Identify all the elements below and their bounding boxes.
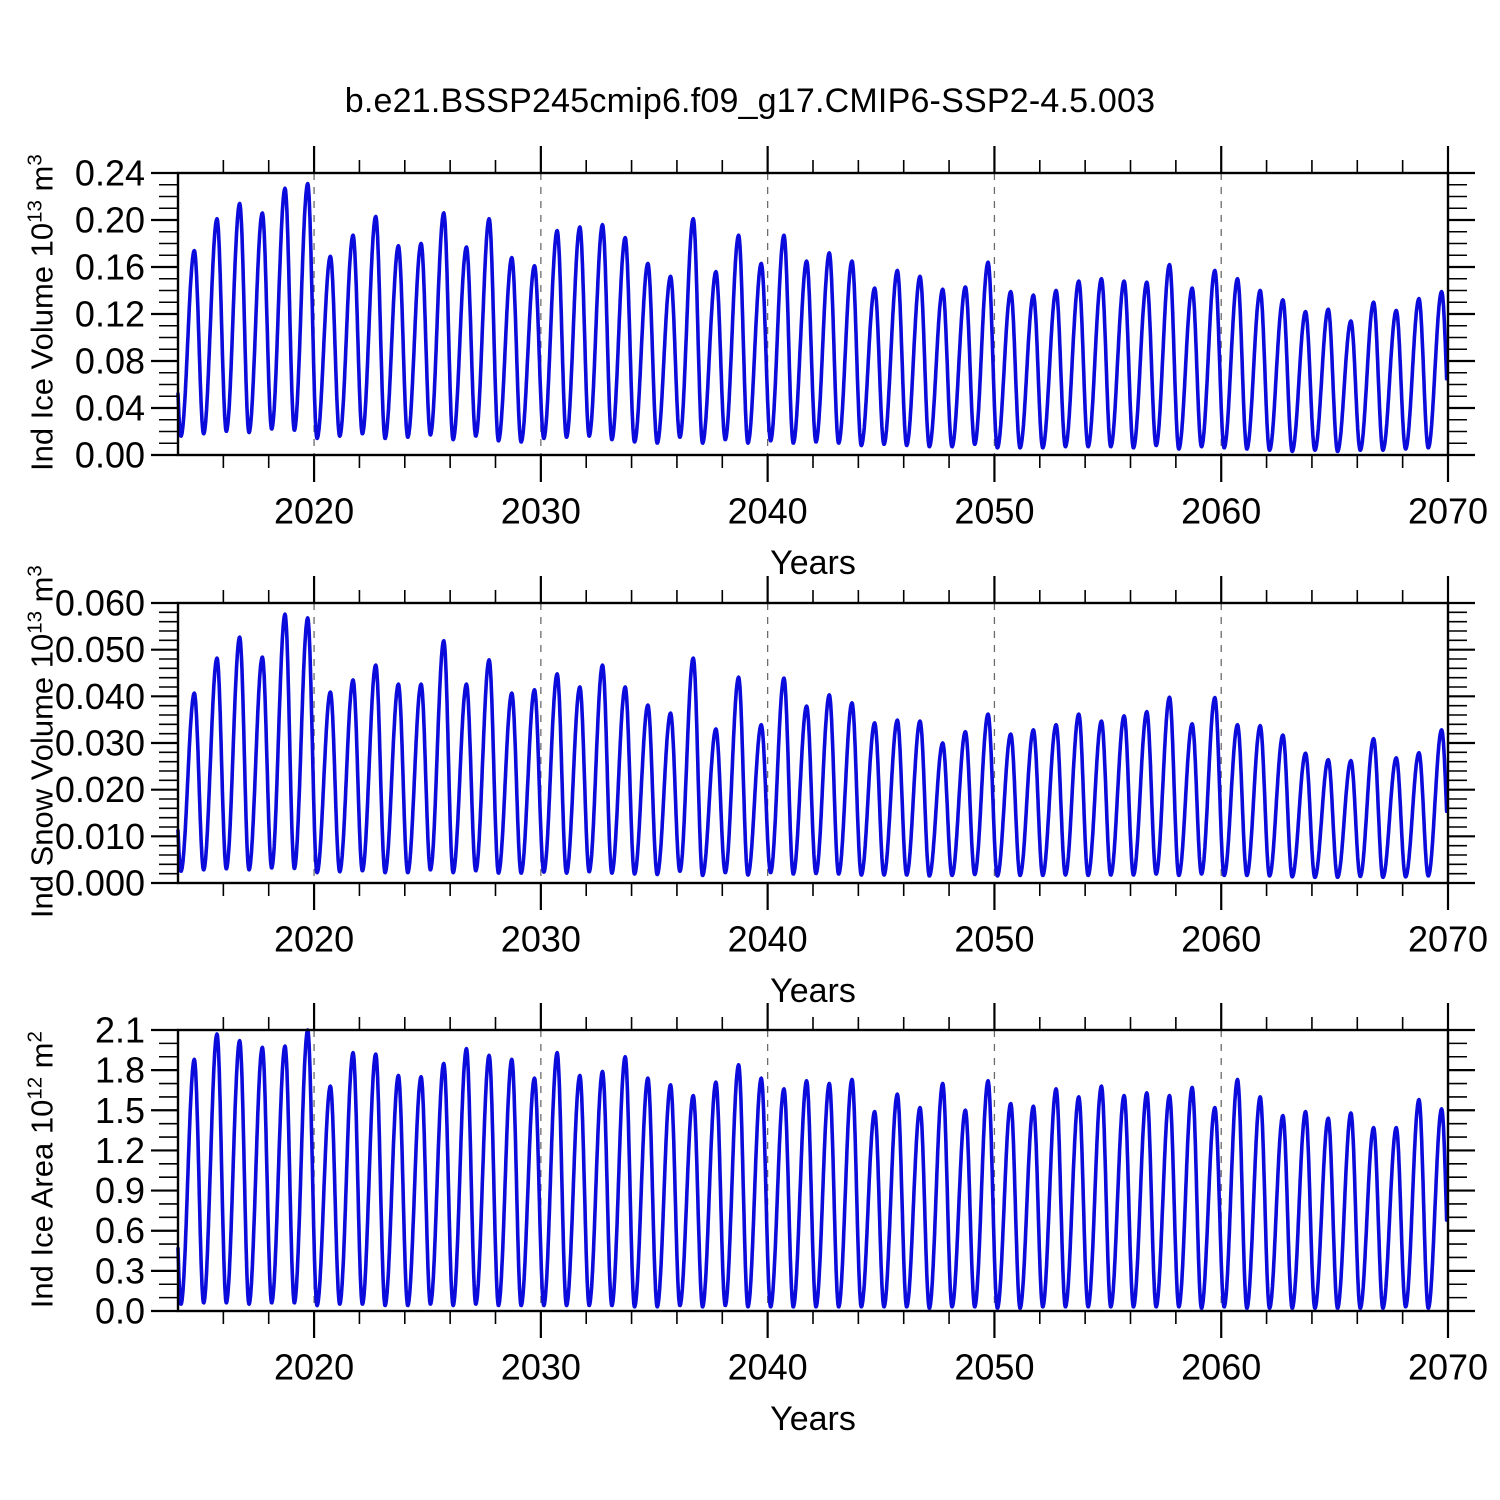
svg-text:1.2: 1.2 bbox=[95, 1130, 145, 1171]
ice-area-y-axis-label: Ind Ice Area 1012 m2 bbox=[23, 1031, 60, 1309]
svg-text:0.9: 0.9 bbox=[95, 1170, 145, 1211]
svg-text:2020: 2020 bbox=[274, 1347, 354, 1388]
svg-text:0.0: 0.0 bbox=[95, 1291, 145, 1332]
svg-text:0.020: 0.020 bbox=[55, 769, 145, 810]
svg-text:1.8: 1.8 bbox=[95, 1050, 145, 1091]
svg-text:2070: 2070 bbox=[1408, 919, 1488, 960]
svg-text:0.16: 0.16 bbox=[75, 247, 145, 288]
svg-text:0.010: 0.010 bbox=[55, 816, 145, 857]
exponent: 13 bbox=[23, 200, 47, 223]
svg-text:2060: 2060 bbox=[1181, 1347, 1261, 1388]
ind-snow-volume-series-line bbox=[176, 612, 1449, 880]
ind-ice-volume-panel: 0.00 0.04 0.08 0.12 0.16 0.20 0.24 2020 2030 2040… bbox=[75, 146, 1488, 532]
svg-text:2070: 2070 bbox=[1408, 491, 1488, 532]
svg-text:0.00: 0.00 bbox=[75, 435, 145, 476]
svg-text:0.04: 0.04 bbox=[75, 388, 145, 429]
exponent: 3 bbox=[23, 154, 47, 166]
svg-text:2030: 2030 bbox=[501, 1347, 581, 1388]
svg-text:0.050: 0.050 bbox=[55, 629, 145, 670]
exponent: 13 bbox=[23, 611, 47, 634]
svg-text:2020: 2020 bbox=[274, 491, 354, 532]
svg-text:0.08: 0.08 bbox=[75, 341, 145, 382]
svg-text:2060: 2060 bbox=[1181, 919, 1261, 960]
svg-text:2050: 2050 bbox=[954, 491, 1034, 532]
x-axis-label-years-panel3: Years bbox=[770, 1400, 856, 1438]
exponent: 2 bbox=[23, 1031, 47, 1043]
exponent: 3 bbox=[23, 565, 47, 577]
ind-ice-area-series-line bbox=[176, 1028, 1449, 1310]
axis-tick-labels: 0.00 0.04 0.08 0.12 0.16 0.20 0.24 2020 2030 2040… bbox=[75, 153, 1488, 532]
svg-text:2030: 2030 bbox=[501, 919, 581, 960]
ind-snow-volume-panel: 0.000 0.010 0.020 0.030 0.040 0.050 0.060 2020 2… bbox=[55, 576, 1488, 960]
svg-text:2.1: 2.1 bbox=[95, 1010, 145, 1051]
x-axis-label-years-panel1: Years bbox=[770, 544, 856, 582]
svg-text:2020: 2020 bbox=[274, 919, 354, 960]
svg-text:2040: 2040 bbox=[728, 1347, 808, 1388]
svg-text:0.12: 0.12 bbox=[75, 294, 145, 335]
svg-text:0.000: 0.000 bbox=[55, 863, 145, 904]
svg-text:1.5: 1.5 bbox=[95, 1090, 145, 1131]
axis-ticks bbox=[151, 146, 1475, 482]
svg-text:2040: 2040 bbox=[728, 491, 808, 532]
figure-title: b.e21.BSSP245cmip6.f09_g17.CMIP6-SSP2-4.… bbox=[344, 82, 1156, 120]
svg-text:0.6: 0.6 bbox=[95, 1210, 145, 1251]
axis-tick-labels: 0.00.30.60.91.21.51.82.1 2020 2030 2040 2050… bbox=[95, 1010, 1488, 1388]
svg-text:2050: 2050 bbox=[954, 1347, 1034, 1388]
svg-text:0.3: 0.3 bbox=[95, 1250, 145, 1291]
ind-ice-area-panel: 0.00.30.60.91.21.51.82.1 2020 2030 2040 2050… bbox=[95, 1003, 1488, 1388]
exponent: 12 bbox=[23, 1076, 47, 1100]
axis-tick-labels: 0.000 0.010 0.020 0.030 0.040 0.050 0.060 2020 2… bbox=[55, 583, 1488, 960]
svg-text:2030: 2030 bbox=[501, 491, 581, 532]
svg-text:0.24: 0.24 bbox=[75, 153, 145, 194]
svg-text:2050: 2050 bbox=[954, 919, 1034, 960]
axis-ticks bbox=[151, 1003, 1475, 1338]
axis-ticks bbox=[151, 576, 1475, 910]
ind-ice-volume-series-line bbox=[176, 181, 1449, 454]
svg-text:2070: 2070 bbox=[1408, 1347, 1488, 1388]
svg-text:0.20: 0.20 bbox=[75, 200, 145, 241]
svg-text:0.030: 0.030 bbox=[55, 723, 145, 764]
svg-text:0.040: 0.040 bbox=[55, 676, 145, 717]
svg-text:2060: 2060 bbox=[1181, 491, 1261, 532]
x-axis-label-years-panel2: Years bbox=[770, 972, 856, 1010]
svg-text:0.060: 0.060 bbox=[55, 583, 145, 624]
svg-text:2040: 2040 bbox=[728, 919, 808, 960]
